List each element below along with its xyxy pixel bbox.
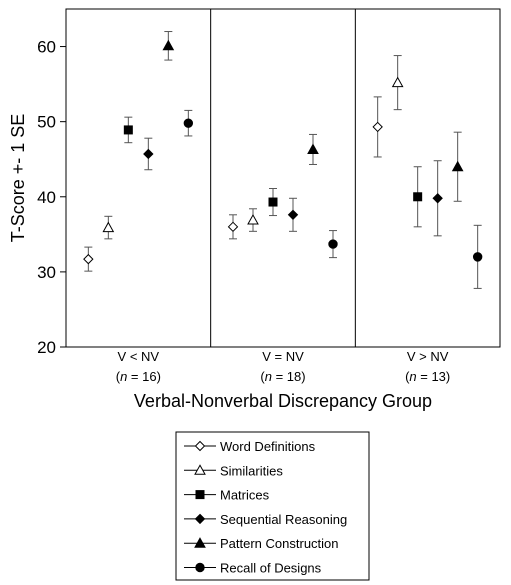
legend-marker	[194, 464, 206, 475]
legend-box	[175, 431, 370, 581]
group-n-label: (n = 16)	[116, 369, 161, 384]
group-label: V < NV	[118, 349, 160, 364]
legend-label: Matrices	[220, 488, 270, 503]
data-point	[472, 252, 483, 262]
data-point	[227, 221, 239, 233]
y-tick-label: 40	[37, 188, 56, 207]
y-axis-label: T-Score +- 1 SE	[8, 114, 28, 243]
legend-marker	[194, 440, 206, 452]
legend-marker	[194, 513, 206, 525]
data-point	[432, 193, 443, 204]
y-tick-label: 50	[37, 113, 56, 132]
y-tick-label: 20	[37, 338, 56, 357]
axes: 20 30 40 50 60 T-Score +- 1 SE V < NV (n = 16) V…	[8, 8, 501, 411]
data-point	[143, 148, 154, 160]
series-matrices	[123, 116, 423, 228]
data-point	[372, 121, 383, 133]
y-tick-label: 30	[37, 263, 56, 282]
data-point	[287, 209, 299, 221]
x-axis-label: Verbal-Nonverbal Discrepancy Group	[134, 391, 432, 411]
legend-label: Recall of Designs	[220, 561, 322, 576]
data-point	[328, 239, 338, 249]
legend-label: Sequential Reasoning	[220, 512, 347, 527]
data-point	[123, 125, 133, 135]
group-label: V = NV	[262, 349, 304, 364]
data-point	[268, 197, 278, 207]
series-word-definitions	[83, 96, 383, 272]
y-tick-label: 60	[37, 38, 56, 57]
series-pattern-construction	[162, 31, 464, 202]
data-point	[391, 76, 404, 88]
legend-marker	[195, 562, 205, 573]
data-point	[83, 253, 94, 265]
series-recall-of-designs	[183, 109, 483, 289]
data-point	[183, 118, 194, 128]
legend-label: Similarities	[220, 463, 283, 478]
series-similarities	[102, 55, 404, 240]
data-point	[102, 221, 115, 233]
group-n-label: (n = 18)	[260, 369, 305, 384]
plot-frame	[65, 8, 501, 348]
legend-label: Pattern Construction	[220, 536, 339, 551]
legend-marker	[195, 490, 205, 500]
legend-marker	[194, 537, 206, 548]
legend: Word Definitions Similarities Matrices Sequ…	[175, 431, 370, 581]
data-marks	[83, 31, 483, 289]
series-sequential-reasoning	[143, 137, 443, 237]
data-point	[413, 192, 423, 202]
data-point	[247, 214, 259, 225]
data-point	[307, 143, 319, 154]
group-n-label: (n = 13)	[405, 369, 450, 384]
data-point	[451, 160, 464, 172]
legend-label: Word Definitions	[220, 439, 316, 454]
group-label: V > NV	[407, 349, 449, 364]
data-point	[162, 39, 175, 51]
